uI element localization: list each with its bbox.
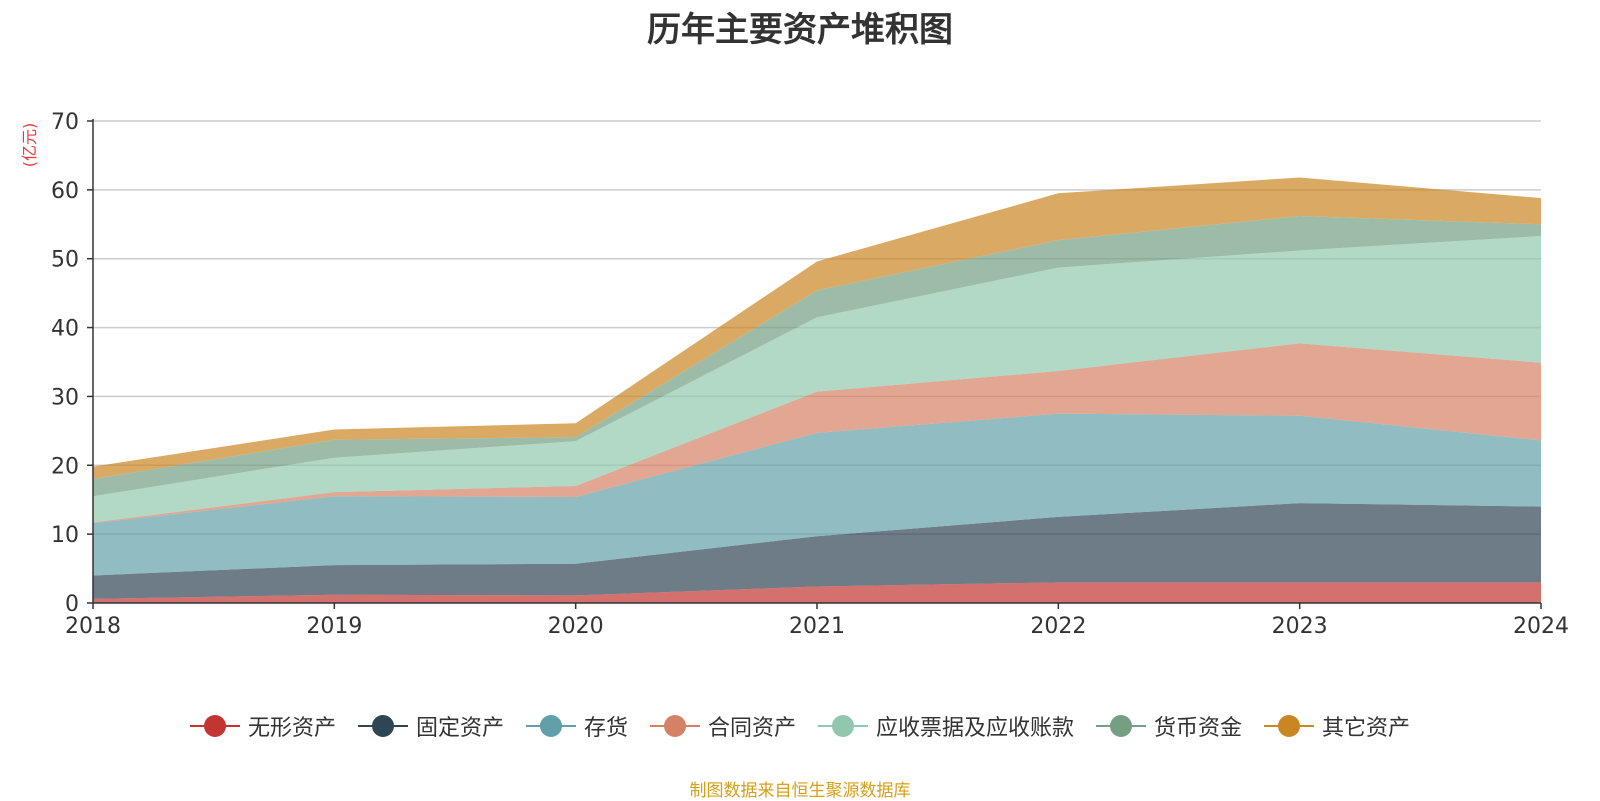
y-tick-label: 10 (51, 523, 79, 548)
x-tick-label: 2018 (65, 614, 121, 639)
y-tick-label: 20 (51, 454, 79, 479)
legend-marker-icon (189, 715, 240, 737)
legend-item-label: 其它资产 (1322, 716, 1411, 741)
legend-item-label: 无形资产 (247, 716, 336, 741)
legend-item[interactable]: 存货 (525, 710, 628, 742)
legend-item[interactable]: 货币资金 (1096, 710, 1242, 742)
y-axis-unit-label: (亿元) (20, 123, 39, 168)
area-series-7 (93, 177, 1541, 480)
x-tick-label: 2024 (1513, 614, 1569, 639)
y-tick-label: 0 (65, 592, 79, 617)
legend-item-label: 存货 (583, 716, 628, 741)
x-tick-label: 2020 (548, 614, 604, 639)
legend-marker-icon (818, 715, 868, 737)
legend-marker-icon (1264, 715, 1315, 737)
legend-item-label: 固定资产 (415, 716, 504, 741)
x-tick-label: 2022 (1030, 614, 1086, 639)
y-tick-label: 40 (51, 317, 79, 342)
legend: 无形资产 固定资产 存货 合同资产 应收票据及应收账款 货币资金 其它资产 (0, 710, 1600, 742)
y-tick-label: 50 (51, 248, 79, 273)
legend-item[interactable]: 应收票据及应收账款 (818, 710, 1074, 742)
legend-marker-icon (357, 715, 408, 737)
legend-item-label: 应收票据及应收账款 (876, 716, 1075, 741)
legend-marker-icon (1096, 715, 1147, 737)
area-series (93, 177, 1541, 603)
y-tick-label: 70 (51, 110, 79, 135)
source-note: 制图数据来自恒生聚源数据库 (689, 781, 911, 801)
y-tick-label: 30 (51, 385, 79, 410)
x-tick-label: 2019 (306, 614, 362, 639)
legend-item[interactable]: 其它资产 (1264, 710, 1410, 742)
legend-marker-icon (525, 715, 576, 737)
area-series-5 (93, 235, 1541, 523)
legend-item-label: 合同资产 (707, 716, 796, 741)
chart-title: 历年主要资产堆积图 (647, 10, 953, 50)
legend-marker-dot (203, 715, 226, 737)
area-series-6 (93, 216, 1541, 497)
x-tick-label: 2023 (1272, 614, 1328, 639)
legend-marker-dot (1110, 715, 1133, 737)
area-series-2 (93, 503, 1541, 599)
axes: 0 10 20 30 40 50 60 70 2018 2019 2020 2021 2022 2023 2… (51, 110, 1569, 639)
area-series-1 (93, 582, 1541, 603)
x-tick-label: 2021 (789, 614, 845, 639)
legend-marker-icon (649, 715, 700, 737)
legend-marker-dot (539, 715, 562, 737)
legend-item-label: 货币资金 (1154, 716, 1243, 741)
legend-marker-dot (1278, 715, 1301, 737)
legend-item[interactable]: 无形资产 (189, 710, 336, 742)
legend-item[interactable]: 固定资产 (357, 710, 504, 742)
area-series-3 (93, 413, 1541, 576)
legend-marker-dot (832, 715, 854, 737)
legend-marker-dot (371, 715, 394, 737)
legend-marker-dot (663, 715, 686, 737)
legend-item[interactable]: 合同资产 (649, 710, 796, 742)
area-series-4 (93, 343, 1541, 524)
y-tick-label: 60 (51, 179, 79, 204)
